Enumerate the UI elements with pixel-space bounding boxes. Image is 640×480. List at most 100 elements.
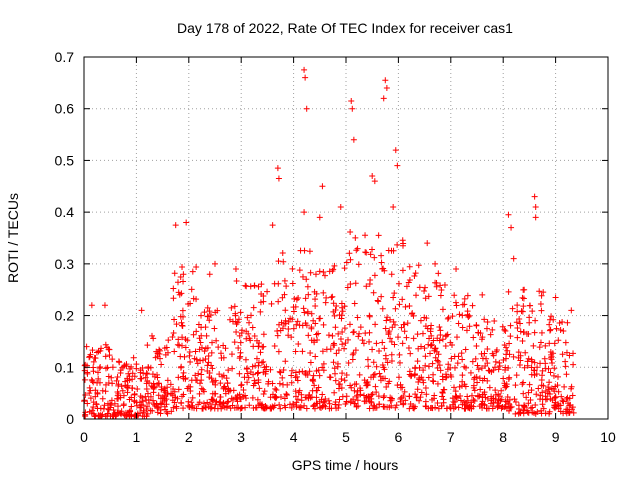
data-point [473,373,480,380]
data-point [453,394,460,401]
data-point [175,386,182,393]
data-point [256,385,263,392]
data-point [353,381,360,388]
data-point [83,343,90,350]
data-point [398,324,405,331]
data-point [528,358,535,365]
data-point [86,353,93,360]
data-point [175,336,182,343]
data-point [269,222,276,229]
data-point [321,398,328,405]
data-point [486,384,493,391]
data-point [197,380,204,387]
data-point [354,245,361,252]
data-point [414,386,421,393]
data-point [117,394,124,401]
data-point [224,380,231,387]
data-point [238,405,245,412]
data-point [319,183,326,190]
data-point [538,292,545,299]
data-point [383,383,390,390]
data-point [284,391,291,398]
data-point [311,382,318,389]
data-point [138,375,145,382]
data-point [447,339,454,346]
data-point [115,382,122,389]
data-point [459,372,466,379]
data-point [188,286,195,293]
data-point [415,345,422,352]
data-point [321,272,328,279]
data-point [213,337,220,344]
data-point [378,293,385,300]
data-point [292,348,299,355]
data-point [496,359,503,366]
data-point [164,377,171,384]
data-point [179,263,186,270]
data-point [211,325,218,332]
data-point [408,310,415,317]
data-point [537,360,544,367]
data-point [339,341,346,348]
data-point [131,391,138,398]
data-point [91,354,98,361]
data-point [288,367,295,374]
data-point [285,325,292,332]
data-point [233,278,240,285]
data-point [197,357,204,364]
data-point [178,319,185,326]
data-point [391,321,398,328]
data-point [384,359,391,366]
data-point [432,279,439,286]
data-point [302,74,309,81]
data-point [355,333,362,340]
data-point [249,324,256,331]
data-point [513,372,520,379]
data-point [301,247,308,254]
data-point [514,325,521,332]
data-point [243,283,250,290]
data-point [334,363,341,370]
data-point [206,308,213,315]
data-point [233,395,240,402]
data-point [204,344,211,351]
data-point [146,379,153,386]
data-point [328,294,335,301]
data-point [201,309,208,316]
data-point [260,343,267,350]
data-point [204,304,211,311]
data-point [468,399,475,406]
data-point [341,345,348,352]
data-point [333,350,340,357]
data-point [501,404,508,411]
data-point [546,410,553,417]
data-point [525,400,532,407]
data-point [128,363,135,370]
data-point [349,351,356,358]
data-point [405,279,412,286]
data-point [470,384,477,391]
data-point [170,285,177,292]
data-point [382,77,389,84]
data-point [525,389,532,396]
data-point [254,370,261,377]
data-point [165,337,172,344]
data-point [525,330,532,337]
data-point [506,404,513,411]
data-point [349,105,356,112]
data-point [467,369,474,376]
data-point [260,298,267,305]
data-point [335,347,342,354]
data-point [236,391,243,398]
data-point [142,393,149,400]
data-point [520,390,527,397]
data-point [450,399,457,406]
data-point [274,165,281,172]
data-point [516,315,523,322]
data-point [356,330,363,337]
data-point [282,358,289,365]
data-point [388,351,395,358]
data-point [390,203,397,210]
data-point [505,288,512,295]
data-point [254,396,261,403]
